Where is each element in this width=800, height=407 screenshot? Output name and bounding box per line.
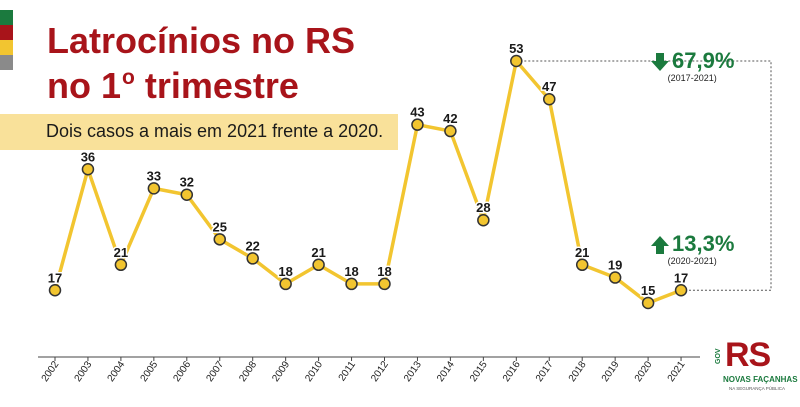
flag-stripe	[0, 10, 13, 25]
logo-rs: RS	[725, 336, 771, 374]
data-point	[378, 277, 391, 291]
data-label: 28	[476, 200, 490, 215]
x-tick-label: 2006	[171, 359, 193, 384]
data-point	[345, 277, 358, 291]
data-label: 47	[542, 79, 556, 94]
data-label: 18	[377, 264, 391, 279]
x-tick-label: 2008	[237, 359, 259, 384]
x-tick-label: 2005	[139, 359, 161, 384]
x-tick-label: 2021	[666, 359, 688, 384]
stat-long-term-value: 67,9%	[672, 48, 735, 73]
rs-logo: GOV RS NOVAS FAÇANHAS NA SEGURANÇA PÚBLI…	[715, 336, 798, 402]
flag-stripe	[0, 40, 13, 55]
x-tick-label: 2017	[534, 359, 556, 384]
x-tick-label: 2015	[468, 359, 490, 384]
x-tick-label: 2009	[270, 359, 292, 384]
x-tick-label: 2019	[600, 359, 622, 384]
data-point	[510, 54, 523, 68]
logo-name: NOVAS FAÇANHAS	[723, 375, 798, 384]
x-tick-label: 2014	[435, 359, 457, 384]
data-point	[477, 213, 490, 227]
x-tick-label: 2018	[567, 359, 589, 384]
x-tick-label: 2004	[106, 359, 128, 384]
subtitle-band	[0, 114, 398, 150]
data-point	[246, 252, 259, 265]
data-point	[147, 182, 161, 195]
data-label: 33	[147, 168, 161, 183]
data-point	[81, 163, 95, 176]
stat-long-term-period: (2017-2021)	[667, 73, 717, 83]
x-tick-label: 2013	[402, 359, 424, 384]
data-label: 19	[608, 258, 622, 273]
data-point	[213, 233, 226, 246]
logo-gov: GOV	[715, 348, 722, 364]
x-tick-label: 2003	[73, 359, 95, 384]
arrow-up-icon	[651, 236, 669, 255]
data-label: 15	[641, 283, 655, 298]
title-line-1: Latrocínios no RS	[47, 20, 356, 61]
data-point	[312, 258, 325, 272]
data-label: 25	[213, 219, 227, 234]
x-tick-label: 2011	[337, 359, 359, 383]
data-point	[279, 277, 292, 291]
stat-short-term: 13,3% (2020-2021)	[650, 232, 734, 266]
data-point	[674, 284, 688, 297]
data-label: 36	[81, 149, 95, 164]
data-point	[48, 284, 62, 297]
x-tick-label: 2012	[369, 359, 391, 384]
title-ordinal: o	[122, 66, 135, 89]
data-label: 18	[344, 264, 358, 279]
data-label: 21	[575, 245, 589, 260]
x-tick-label: 2007	[204, 359, 226, 384]
reference-bracket	[524, 60, 772, 291]
data-label: 42	[443, 111, 457, 126]
x-tick-label: 2010	[303, 359, 325, 384]
flag-stripe	[0, 55, 13, 70]
data-label: 22	[245, 238, 259, 253]
data-label: 21	[114, 245, 128, 260]
stat-short-term-period: (2020-2021)	[667, 256, 717, 266]
data-label: 21	[311, 245, 325, 260]
page-title: Latrocínios no RS no 1o trimestre	[47, 22, 355, 104]
flag-stripe	[0, 25, 13, 40]
title-line-2-end: trimestre	[144, 65, 299, 106]
data-label: 53	[509, 41, 523, 56]
title-line-2-start: no 1	[47, 65, 122, 106]
data-label: 17	[48, 270, 62, 285]
logo-sub: NA SEGURANÇA PÚBLICA	[729, 386, 786, 391]
flag-stripes	[0, 10, 13, 70]
stat-short-term-value: 13,3%	[672, 231, 735, 256]
title-line-2: no 1o trimestre	[47, 59, 355, 104]
data-label: 43	[410, 105, 424, 120]
data-point	[575, 258, 589, 272]
data-label: 32	[180, 175, 194, 190]
data-label: 17	[674, 270, 688, 285]
data-point	[180, 188, 194, 201]
x-tick-label: 2016	[501, 359, 523, 384]
subtitle: Dois casos a mais em 2021 frente a 2020.	[46, 121, 384, 141]
data-point	[608, 271, 622, 284]
arrow-down-icon	[651, 53, 669, 72]
data-point	[444, 124, 457, 138]
stat-long-term: 67,9% (2017-2021)	[650, 49, 734, 83]
data-point	[411, 118, 424, 131]
data-point	[114, 258, 128, 272]
data-point	[543, 92, 556, 106]
data-point	[641, 296, 655, 310]
x-tick-label: 2002	[40, 359, 62, 384]
x-tick-label: 2020	[633, 359, 655, 384]
data-label: 18	[278, 264, 292, 279]
